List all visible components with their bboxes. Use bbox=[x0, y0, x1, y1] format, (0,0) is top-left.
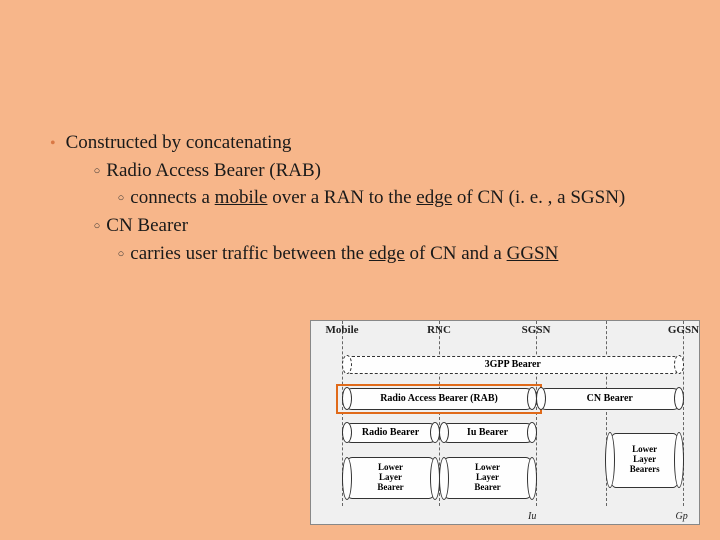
diagram-header: GGSN bbox=[658, 324, 708, 336]
bearer-cylinder: CN Bearer bbox=[536, 388, 683, 410]
circle-bullet-icon: ○ bbox=[94, 164, 101, 179]
interface-label: Gp bbox=[675, 511, 687, 522]
level2-text: Radio Access Bearer (RAB) bbox=[106, 158, 321, 184]
bearer-cylinder: Radio Bearer bbox=[342, 423, 439, 443]
level3-text: connects a mobile over a RAN to the edge… bbox=[130, 185, 625, 211]
bearer-cylinder: Lower Layer Bearer bbox=[342, 457, 439, 499]
underlined-word: mobile bbox=[215, 187, 268, 208]
underlined-word: edge bbox=[416, 187, 452, 208]
bearer-label: Lower Layer Bearer bbox=[365, 463, 415, 493]
circle-bullet-icon: ○ bbox=[118, 247, 125, 262]
text-fragment: of CN and a bbox=[405, 243, 507, 264]
bearer-label: Iu Bearer bbox=[455, 427, 520, 438]
underlined-word: edge bbox=[369, 243, 405, 264]
circle-bullet-icon: ○ bbox=[118, 191, 125, 206]
bearer-label: CN Bearer bbox=[575, 393, 645, 404]
bearer-cylinder: Iu Bearer bbox=[439, 423, 536, 443]
level1-text: Constructed by concatenating bbox=[66, 132, 292, 153]
bullet-level1: • Constructed by concatenating ○ Radio A… bbox=[50, 130, 670, 266]
diagram-header: Mobile bbox=[317, 324, 367, 336]
diagram-header: RNC bbox=[414, 324, 464, 336]
diagram-header: SGSN bbox=[511, 324, 561, 336]
circle-bullet-icon: ○ bbox=[94, 219, 101, 234]
bearer-cylinder: 3GPP Bearer bbox=[342, 356, 683, 374]
highlight-box bbox=[336, 384, 542, 414]
interface-label: Iu bbox=[528, 511, 536, 522]
bearer-label: Radio Bearer bbox=[350, 427, 431, 438]
underlined-word: GGSN bbox=[507, 243, 559, 264]
bearer-cylinder: Lower Layer Bearer bbox=[439, 457, 536, 499]
bullet-level2-rab: ○ Radio Access Bearer (RAB) bbox=[94, 158, 670, 184]
bullet-level2-cn: ○ CN Bearer bbox=[94, 213, 670, 239]
bearer-label: 3GPP Bearer bbox=[473, 359, 553, 370]
text-fragment: connects a bbox=[130, 187, 214, 208]
bearer-label: Lower Layer Bearers bbox=[618, 445, 672, 475]
bullet-level3-rab-desc: ○ connects a mobile over a RAN to the ed… bbox=[118, 185, 670, 211]
bullet-level3-cn-desc: ○ carries user traffic between the edge … bbox=[118, 241, 670, 267]
bearer-diagram: MobileRNCSGSNGGSN3GPP BearerRadio Access… bbox=[310, 320, 700, 525]
text-fragment: carries user traffic between the bbox=[130, 243, 369, 264]
diagram-vline bbox=[683, 321, 684, 506]
text-fragment: of CN (i. e. , a SGSN) bbox=[452, 187, 625, 208]
bearer-label: Lower Layer Bearer bbox=[462, 463, 512, 493]
bullet-dot-icon: • bbox=[50, 133, 56, 155]
level3-text: carries user traffic between the edge of… bbox=[130, 241, 558, 267]
text-fragment: over a RAN to the bbox=[267, 187, 416, 208]
slide-body: • Constructed by concatenating ○ Radio A… bbox=[0, 0, 720, 266]
bearer-cylinder: Lower Layer Bearers bbox=[606, 433, 684, 488]
level2-text: CN Bearer bbox=[106, 213, 188, 239]
